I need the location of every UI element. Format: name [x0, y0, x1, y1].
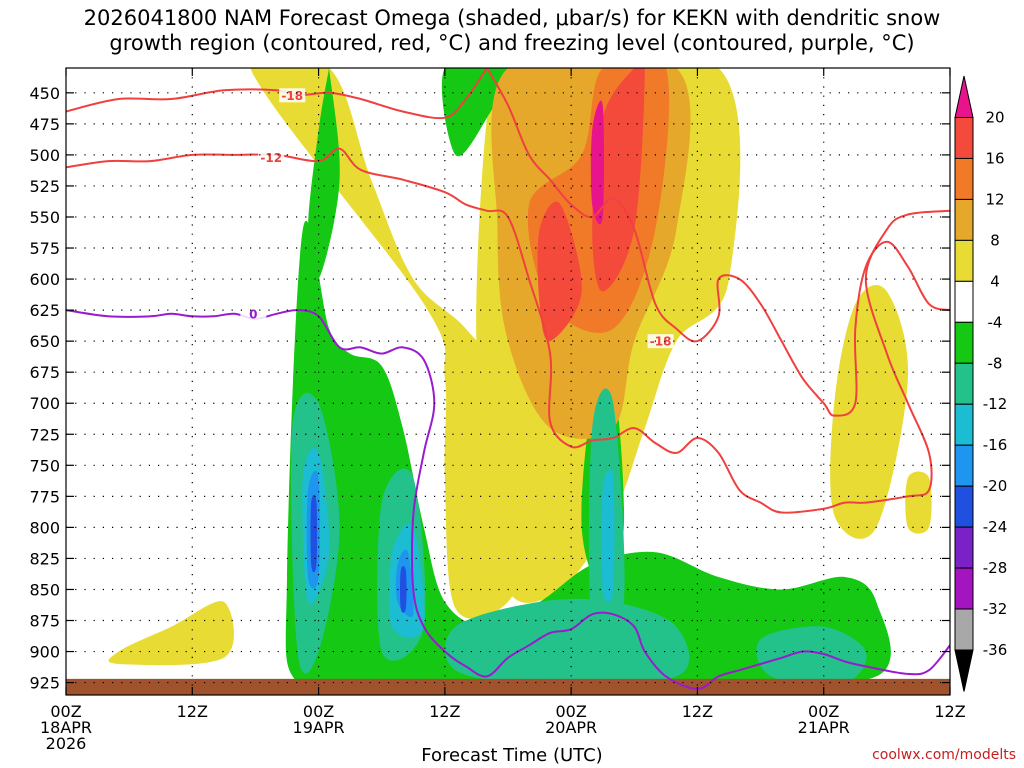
y-tick-label-1: 475 — [29, 115, 60, 134]
contour-label-2: -18 — [650, 335, 672, 349]
y-tick-label-16: 850 — [29, 580, 60, 599]
y-tick-label-8: 650 — [29, 332, 60, 351]
y-tick-label-19: 925 — [29, 674, 60, 693]
colorbar-label-6: -8 — [988, 354, 1003, 372]
y-tick-label-2: 500 — [29, 146, 60, 165]
omega-region-25 — [310, 494, 318, 573]
colorbar-label-11: -28 — [983, 559, 1008, 577]
ground-fill — [66, 678, 950, 695]
colorbar-bin-1 — [954, 157, 974, 200]
x-tick-label-2: 00Z — [303, 702, 334, 721]
colorbar-bin-0 — [954, 117, 974, 159]
colorbar-bin-5 — [954, 321, 974, 364]
x-date-label-4: 20APR — [545, 718, 597, 737]
colorbar-bin-6 — [954, 362, 974, 405]
colorbar-label-1: 16 — [985, 149, 1004, 167]
x-date-label-2: 19APR — [293, 718, 345, 737]
y-tick-label-10: 700 — [29, 394, 60, 413]
x-tick-label-5: 12Z — [682, 702, 713, 721]
contour-label-bg-0 — [279, 88, 306, 103]
colorbar-label-10: -24 — [983, 518, 1008, 536]
y-tick-label-4: 550 — [29, 208, 60, 227]
colorbar-bin-10 — [954, 526, 974, 569]
colorbar-bin-3 — [954, 239, 974, 282]
x-date-label-6: 21APR — [798, 718, 850, 737]
colorbar-bin-9 — [954, 485, 974, 528]
y-tick-label-3: 525 — [29, 177, 60, 196]
omega-region-2 — [830, 285, 909, 539]
plot-area: -18 -12 -18 0 — [66, 68, 950, 695]
contour-label-3: 0 — [249, 307, 257, 321]
y-tick-label-18: 900 — [29, 643, 60, 662]
omega-region-22 — [601, 469, 615, 603]
omega-region-26 — [400, 566, 407, 613]
contour-line-0 — [66, 68, 488, 120]
omega-region-8 — [592, 68, 645, 292]
y-tick-label-11: 725 — [29, 425, 60, 444]
axes: 450 475 500 525 550 575 600 625 650 675 700 725 750 7… — [29, 68, 966, 753]
x-tick-label-1: 12Z — [177, 702, 208, 721]
y-tick-label-9: 675 — [29, 363, 60, 382]
y-tick-label-14: 800 — [29, 518, 60, 537]
contour-label-1: -12 — [260, 151, 282, 165]
y-tick-label-0: 450 — [29, 84, 60, 103]
colorbar-cap-bottom — [954, 649, 974, 692]
omega-region-7 — [537, 201, 582, 342]
colorbar-bin-12 — [954, 608, 974, 651]
colorbar-label-5: -4 — [988, 313, 1003, 331]
omega-region-3 — [108, 601, 234, 666]
colorbar-label-2: 12 — [985, 190, 1004, 208]
y-tick-label-15: 825 — [29, 549, 60, 568]
colorbar-bin-8 — [954, 444, 974, 487]
colorbar-bin-4 — [954, 280, 974, 323]
contour-line-1 — [66, 147, 950, 514]
gridlines — [66, 68, 950, 695]
colorbar-label-3: 8 — [990, 231, 1000, 249]
colorbar-bin-2 — [954, 198, 974, 241]
colorbar-label-12: -32 — [983, 600, 1008, 618]
colorbar-label-13: -36 — [983, 641, 1008, 659]
omega-region-9 — [590, 100, 605, 225]
colorbar-label-7: -12 — [983, 395, 1008, 413]
y-tick-label-6: 600 — [29, 270, 60, 289]
colorbar-cap-top — [954, 75, 974, 118]
omega-region-12 — [308, 68, 340, 281]
x-axis-label: Forecast Time (UTC) — [421, 745, 603, 766]
omega-region-0 — [250, 68, 529, 619]
y-tick-label-13: 775 — [29, 487, 60, 506]
contour-label-0: -18 — [281, 89, 303, 103]
x-year-label-0: 2026 — [46, 734, 87, 753]
y-tick-label-17: 875 — [29, 612, 60, 631]
contour-label-bg-1 — [258, 150, 285, 165]
plot-frame — [65, 67, 951, 696]
colorbar: 20 16 12 8 4 -4 -8 -12 -16 -20 -24 -28 -32 -36 — [954, 75, 1008, 692]
x-tick-label-0: 00Z — [50, 702, 81, 721]
contour-label-bg-2 — [647, 334, 674, 349]
x-tick-label-6: 00Z — [808, 702, 839, 721]
colorbar-label-4: 4 — [990, 272, 1000, 290]
colorbar-label-9: -20 — [983, 477, 1008, 495]
x-tick-label-4: 00Z — [555, 702, 586, 721]
omega-region-10 — [171, 632, 214, 658]
colorbar-label-0: 20 — [985, 109, 1004, 127]
colorbar-bin-7 — [954, 403, 974, 446]
colorbar-label-8: -16 — [983, 436, 1008, 454]
omega-region-19 — [756, 626, 867, 685]
x-date-label-0: 18APR — [40, 718, 92, 737]
x-tick-label-7: 12Z — [934, 702, 965, 721]
contour-line-2 — [486, 68, 950, 417]
x-tick-label-3: 12Z — [429, 702, 460, 721]
chart-title: 2026041800 NAM Forecast Omega (shaded, μ… — [83, 6, 941, 55]
colorbar-bin-11 — [954, 567, 974, 610]
y-tick-label-7: 625 — [29, 301, 60, 320]
credit-text: coolwx.com/modelts — [872, 747, 1016, 763]
y-tick-label-12: 750 — [29, 456, 60, 475]
omega-region-13 — [441, 68, 510, 157]
y-tick-label-5: 575 — [29, 239, 60, 258]
omega-region-4 — [905, 471, 932, 534]
